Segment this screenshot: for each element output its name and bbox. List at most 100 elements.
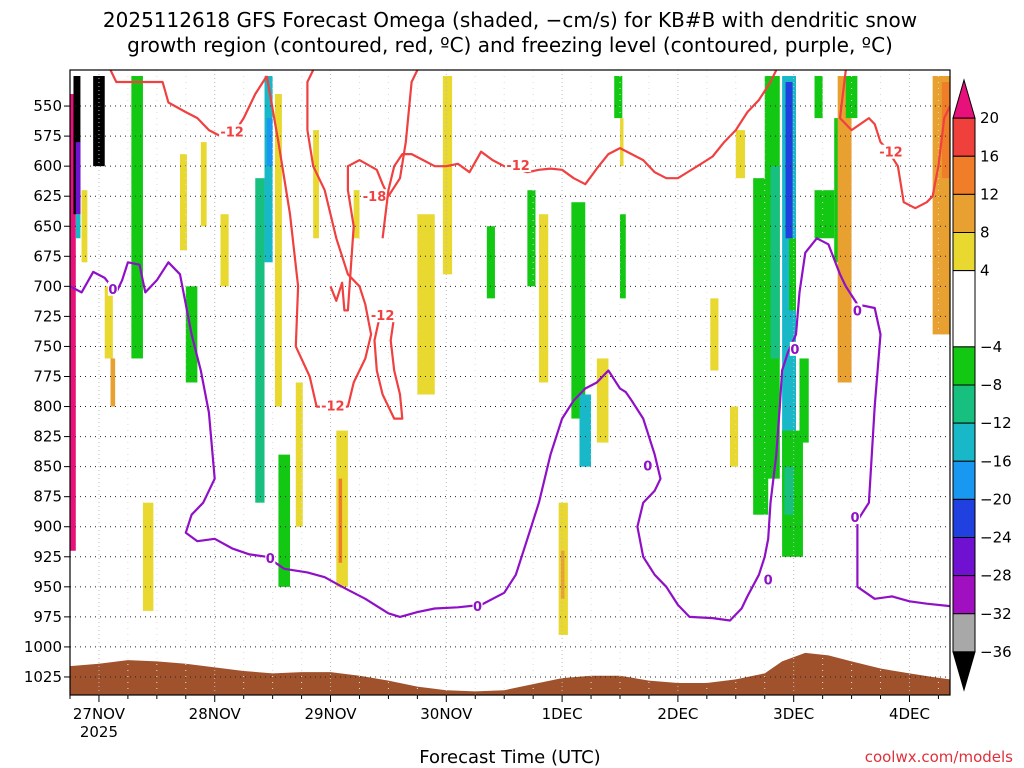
omega-shade-8 [131,76,143,359]
contour-label-bg [763,572,774,587]
y-tick-label-825: 825 [33,428,62,446]
colorbar-bin-7 [952,384,976,424]
y-tick-label-700: 700 [33,277,62,295]
colorbar-bin-11 [952,537,976,577]
contour-dendritic-minus12-mid [381,70,778,239]
contour-label-freezing-level-2: 0 [473,600,482,615]
contour-label-bg [319,398,346,413]
omega-shade-25 [442,76,453,275]
y-axis: 550 575 600 625 650 675 700 725 750 775 800 825 850 8… [24,97,70,686]
contour-label-freezing-level-4: 0 [764,574,773,589]
contour-label-freezing-level-3: 0 [643,459,652,474]
omega-shade-53 [845,76,858,119]
y-tick-label-600: 600 [33,157,62,175]
x-tick-label-1DEC: 1DEC [542,705,583,723]
contour-dendritic-minus18-pocket [329,70,419,312]
contour-label-bg [852,303,863,318]
contour-label-bg [369,308,396,323]
contour-label-freezing-level-6: 0 [853,304,862,319]
omega-shade-20 [313,130,319,239]
omega-shade-45 [789,238,796,311]
omega-shade-28 [538,214,549,383]
contour-label-bg [877,144,904,159]
contour-label-bg [361,189,388,204]
y-tick-label-650: 650 [33,217,62,235]
colorbar-label-8: −16 [980,452,1012,470]
colorbar-bin-4 [952,232,976,272]
contour-label-dendritic-minus12-lower-0: -12 [321,399,345,414]
omega-shade-52 [837,76,852,383]
colorbar-label-5: −4 [980,338,1002,356]
grid-layer [70,70,950,695]
omega-shade-34 [614,76,623,119]
contour-label-dendritic-minus12-left-curve-0: -12 [371,309,395,324]
omega-shade-18 [278,454,290,587]
colorbar-bin-12 [952,575,976,615]
contour-freezing-level [70,237,950,622]
contour-label-dendritic-minus12-right-0: -12 [879,146,903,161]
colorbar-label-11: −28 [980,567,1012,585]
omega-shade-32 [579,394,592,467]
colorbar-bin-2 [952,155,976,195]
omega-shade-5 [93,76,105,167]
omega-shade-17 [274,94,282,407]
omega-shade-49 [814,76,823,119]
colorbar-label-7: −12 [980,414,1012,432]
omega-shade-12 [200,142,207,227]
colorbar-label-6: −8 [980,376,1002,394]
y-tick-label-675: 675 [33,247,62,265]
y-tick-label-900: 900 [33,518,62,536]
colorbar: 20 16 12 8 4 −4 −8 −12 −16 −20 −24 −28 −32 −36 [952,78,1012,692]
colorbar-bin-1 [952,117,976,157]
y-tick-label-750: 750 [33,337,62,355]
colorbar-bin-8 [952,422,976,462]
contour-dendritic-minus12-upper [109,70,268,138]
contour-label-dendritic-minus12-upper-0: -12 [220,125,244,140]
contour-label-bg [642,458,653,473]
x-tick-label-28NOV: 28NOV [189,705,242,723]
omega-shade-47 [784,466,794,515]
x-tick-label-27NOV: 27NOV [73,705,126,723]
omega-shade-0 [70,94,76,551]
contour-dendritic-minus12-left-curve [373,315,404,420]
colorbar-bin-13 [952,613,976,653]
y-tick-label-800: 800 [33,398,62,416]
x-tick-sublabel-27NOV: 2025 [80,723,118,741]
y-tick-label-575: 575 [33,127,62,145]
colorbar-label-3: 8 [980,224,990,242]
omega-shade-44 [785,82,793,239]
omega-shade-30 [560,550,565,599]
omega-shade-4 [81,190,88,263]
contour-label-dendritic-minus12-mid-0: -12 [506,159,530,174]
omega-shade-35 [620,214,626,299]
contour-dendritic-minus12-lower [265,70,373,409]
contour-label-bg [789,341,800,356]
omega-shade-6 [104,286,113,359]
x-axis-label: Forecast Time (UTC) [419,747,600,768]
omega-shade-27 [527,190,536,287]
colorbar-label-13: −36 [980,643,1012,661]
x-tick-label-30NOV: 30NOV [420,705,473,723]
omega-shade-22 [338,478,343,563]
y-tick-label-775: 775 [33,367,62,385]
y-tick-label-1025: 1025 [24,668,62,686]
omega-shading-layer [70,76,950,635]
y-tick-label-725: 725 [33,307,62,325]
omega-shade-36 [620,118,624,167]
omega-shade-42 [770,166,780,359]
omega-shade-15 [264,76,273,263]
omega-shade-9 [142,502,154,611]
omega-shade-13 [220,214,229,287]
credit-text: coolwx.com/models [865,748,1013,766]
colorbar-label-4: 4 [980,262,990,280]
contour-label-bg [107,281,118,296]
colorbar-top-arrow [952,78,976,119]
y-tick-label-950: 950 [33,578,62,596]
colorbar-bin-5 [952,270,976,348]
omega-shade-10 [180,154,187,251]
contour-label-freezing-level-0: 0 [108,283,117,298]
colorbar-label-1: 16 [980,147,999,165]
contour-label-bg [265,550,276,565]
chart-title-line-2: growth region (contoured, red, ºC) and f… [127,33,893,57]
